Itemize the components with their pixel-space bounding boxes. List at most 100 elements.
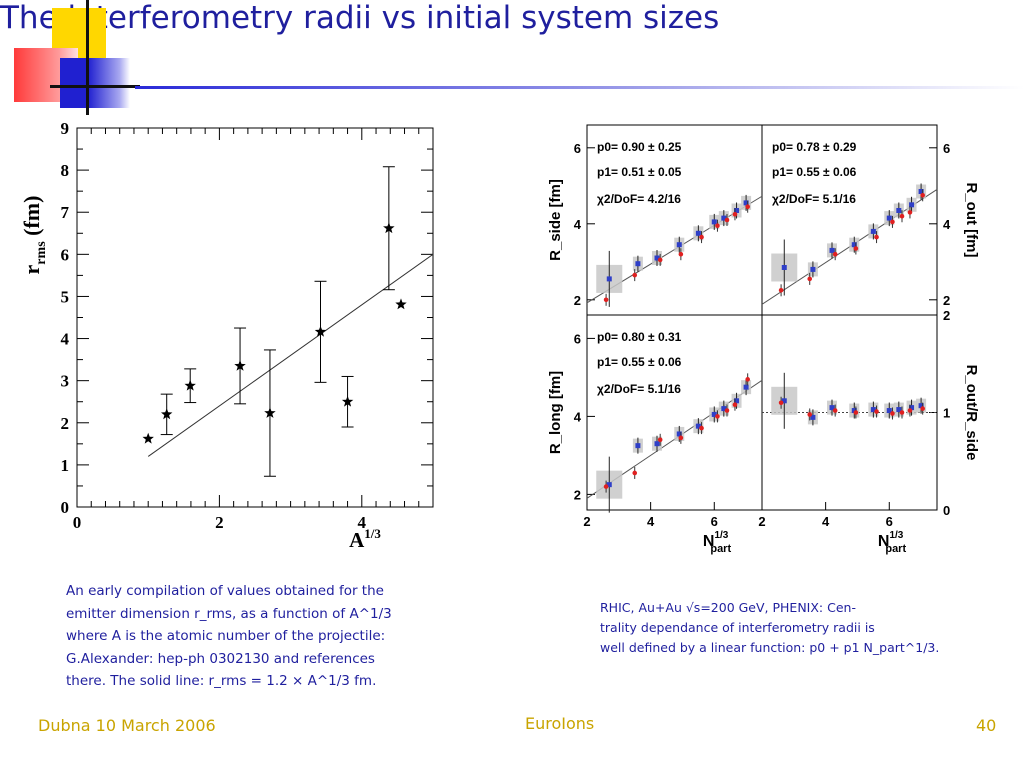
- blue-point: [781, 398, 787, 404]
- x-tick-label: 2: [583, 514, 590, 529]
- red-point: [724, 217, 730, 223]
- blue-point: [695, 423, 701, 429]
- red-point: [657, 437, 663, 443]
- right-chart: 2 4 6 R_side [fm] p0= 0.90 ± 0.25 p1= 0.51 ± …: [547, 124, 980, 555]
- fit-chi2: χ2/DoF= 4.2/16: [597, 192, 681, 206]
- footer-date: Dubna 10 March 2006: [38, 716, 216, 735]
- y-tick-label: 4: [943, 217, 951, 232]
- x-tick-label: 4: [822, 514, 830, 529]
- blue-point: [734, 398, 740, 404]
- blue-point: [896, 208, 902, 213]
- data-point: [314, 325, 327, 337]
- left-caption-line: emitter dimension r_rms, as a function o…: [66, 605, 392, 622]
- red-point: [745, 377, 750, 382]
- y-axis-label: R_out/R_side: [963, 365, 980, 461]
- y-tick-label: 6: [61, 245, 70, 264]
- data-point: [184, 379, 196, 391]
- fit-param-p0: p0= 0.78 ± 0.29: [772, 140, 857, 154]
- red-point: [874, 234, 879, 240]
- y-tick-label: 0: [943, 503, 950, 518]
- corner-decoration: [0, 0, 140, 115]
- red-point: [874, 409, 879, 414]
- blue-point: [606, 482, 612, 488]
- fit-param-p0: p0= 0.90 ± 0.25: [597, 140, 682, 154]
- blue-point: [909, 405, 915, 411]
- data-point: [395, 298, 407, 310]
- y-tick-label: 1: [943, 406, 950, 421]
- y-tick-label: 3: [61, 372, 70, 391]
- fit-chi2: χ2/DoF= 5.1/16: [597, 382, 681, 396]
- blue-point: [810, 414, 816, 420]
- red-point: [807, 276, 813, 282]
- blue-point: [781, 265, 787, 270]
- data-point: [383, 222, 395, 234]
- red-point: [853, 410, 859, 415]
- blue-point: [851, 242, 857, 248]
- blue-point: [676, 431, 682, 437]
- y-tick-label: 2: [61, 414, 70, 433]
- blue-point: [734, 208, 740, 213]
- blue-point: [654, 441, 660, 447]
- red-point: [732, 212, 738, 217]
- red-point: [724, 408, 730, 413]
- blue-point: [654, 255, 660, 261]
- x-axis-label: N1/3 part: [878, 530, 907, 555]
- blue-point: [918, 403, 924, 409]
- x-tick-label: 4: [358, 513, 367, 532]
- blue-point: [870, 407, 876, 413]
- y-tick-label: 7: [61, 203, 70, 222]
- red-point: [907, 210, 913, 215]
- blue-point: [870, 228, 876, 234]
- red-point: [778, 288, 784, 293]
- red-point: [699, 234, 704, 240]
- x-axis-label: A1/3: [349, 526, 381, 552]
- x-tick-label: 4: [647, 514, 655, 529]
- blue-point: [886, 408, 892, 414]
- blue-point: [711, 411, 717, 417]
- red-point: [699, 425, 704, 431]
- y-tick-label: 2: [943, 293, 950, 308]
- footer-center: EuroIons: [525, 714, 595, 733]
- red-point: [920, 193, 925, 198]
- y-tick-label: 6: [574, 141, 581, 156]
- left-caption-line: where A is the atomic number of the proj…: [66, 628, 386, 644]
- left-caption-line: An early compilation of values obtained …: [66, 583, 384, 599]
- y-tick-label: 6: [574, 331, 581, 346]
- y-tick-label: 9: [61, 119, 70, 138]
- red-point: [745, 204, 750, 209]
- red-point: [632, 470, 638, 476]
- x-tick-label: 6: [886, 514, 893, 529]
- blue-point: [606, 276, 612, 282]
- y-axis-label: R_side [fm]: [547, 179, 564, 261]
- fit-param-p0: p0= 0.80 ± 0.31: [597, 330, 682, 344]
- x-axis-label: N1/3 part: [703, 530, 732, 555]
- y-tick-label: 5: [61, 287, 70, 306]
- red-point: [657, 257, 663, 263]
- title-underline: [135, 86, 1024, 89]
- blue-point: [711, 219, 717, 225]
- red-point: [732, 402, 738, 408]
- red-point: [899, 410, 905, 415]
- page-number: 40: [976, 716, 997, 735]
- red-point: [890, 411, 895, 416]
- y-tick-label: 4: [61, 330, 70, 349]
- y-tick-label: 2: [574, 487, 581, 502]
- blue-point: [695, 230, 701, 236]
- blue-point: [829, 247, 835, 253]
- data-point: [234, 359, 246, 371]
- blue-point: [721, 406, 727, 412]
- blue-point: [810, 266, 816, 272]
- blue-point: [851, 408, 857, 414]
- blue-point: [909, 202, 915, 208]
- red-point: [678, 435, 684, 441]
- blue-point: [676, 242, 682, 248]
- red-point: [715, 223, 720, 228]
- red-point: [920, 406, 925, 411]
- blue-point: [896, 407, 902, 413]
- red-point: [603, 297, 609, 303]
- data-point: [142, 432, 154, 444]
- fit-param-p1: p1= 0.55 ± 0.06: [772, 165, 857, 179]
- red-point: [907, 408, 913, 413]
- x-tick-label: 6: [711, 514, 718, 529]
